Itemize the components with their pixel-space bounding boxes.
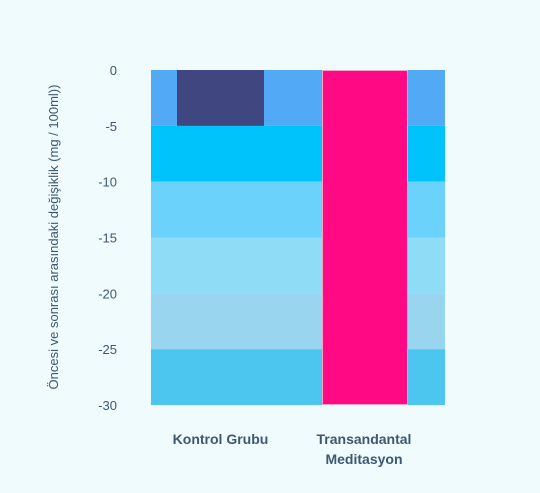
y-axis-ticks: 0 -5 -10 -15 -20 -25 -30 (98, 63, 117, 413)
x-axis-categories: Kontrol Grubu Transandantal Meditasyon (173, 431, 412, 467)
y-tick-label: 0 (110, 63, 117, 78)
y-axis-title: Öncesi ve sonrası arasındaki değişiklik … (46, 85, 61, 390)
y-tick-label: -15 (98, 231, 117, 246)
bar-1 (177, 70, 264, 126)
y-tick-label: -25 (98, 342, 117, 357)
x-category-label: Transandantal (317, 431, 412, 447)
x-category-label: Meditasyon (325, 451, 402, 467)
y-tick-label: -5 (105, 119, 117, 134)
bar-outline-2 (322, 70, 408, 405)
bars (177, 70, 408, 405)
x-category-label: Kontrol Grubu (173, 431, 269, 447)
y-tick-label: -20 (98, 286, 117, 301)
y-tick-label: -30 (98, 398, 117, 413)
bar-2 (322, 70, 408, 405)
y-tick-label: -10 (98, 175, 117, 190)
